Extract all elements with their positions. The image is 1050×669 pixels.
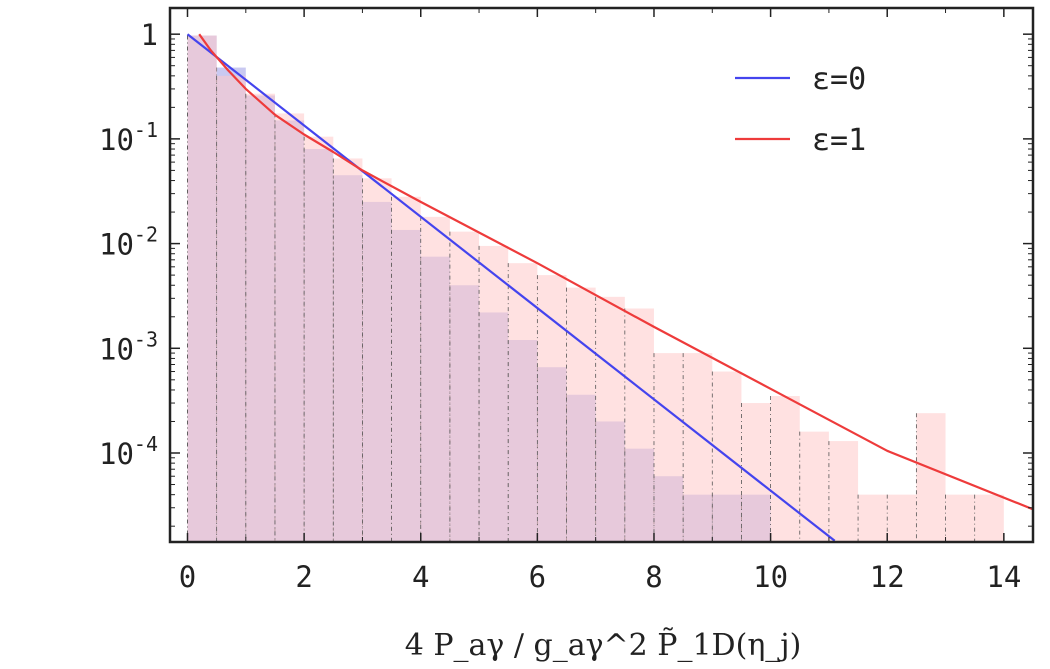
histogram-bar [187,35,217,542]
histogram-bar [391,196,421,542]
x-axis-title-text: 4 P_aγ / g_aγ^2 P̃_1D(η_j) [405,628,802,663]
y-tick-label: 10-1 [99,118,158,157]
histogram-bar [595,296,625,542]
histogram-bar [362,178,392,542]
fit-line [186,33,836,542]
histogram-bar [624,308,654,542]
x-axis-title: 4 P_aγ / g_aγ^2 P̃_1D(η_j) [405,628,802,663]
x-tick-label: 10 [753,560,788,594]
legend: ε=0 ε=1 [735,62,866,158]
x-tick-label: 14 [986,560,1021,594]
histogram-bar [828,441,859,542]
histogram-bar [508,263,538,542]
axis-ticks: 0 2 4 6 8 10 12 14 1 10-1 10-2 10-3 10-4 [99,8,1033,594]
y-tick-label: 10-4 [99,432,158,471]
fit-lines [186,33,1033,542]
histogram-bar [945,494,975,542]
histogram-bar [245,93,275,542]
histogram-bar [858,494,888,542]
x-tick-label: 8 [645,560,662,594]
histogram-bar [566,287,596,542]
histogram-bar [420,216,450,542]
y-tick-label: 10-2 [99,223,158,262]
y-tick-label: 10-3 [99,327,158,366]
histogram-bars [187,35,1004,542]
histogram-bar [683,353,713,542]
histogram-bar [653,353,684,542]
x-tick-label: 2 [295,560,312,594]
legend-label: ε=1 [812,123,866,158]
x-tick-label: 6 [529,560,546,594]
histogram-bar [304,136,334,542]
histogram-bar [216,75,246,542]
x-tick-label: 4 [412,560,429,594]
histogram-bar [974,494,1004,542]
histogram-bar [274,113,305,542]
histogram-bar [537,275,567,542]
histogram-bar [887,494,917,542]
legend-label: ε=0 [812,62,866,97]
histogram-bar [916,413,946,542]
histogram-bar [333,158,363,542]
histogram-bar [479,245,509,542]
fit-line [198,33,1033,511]
y-tick-label: 1 [141,18,158,52]
histogram-bar [449,231,480,542]
x-tick-label: 0 [179,560,196,594]
x-tick-label: 12 [870,560,905,594]
histogram-bar [770,396,800,542]
